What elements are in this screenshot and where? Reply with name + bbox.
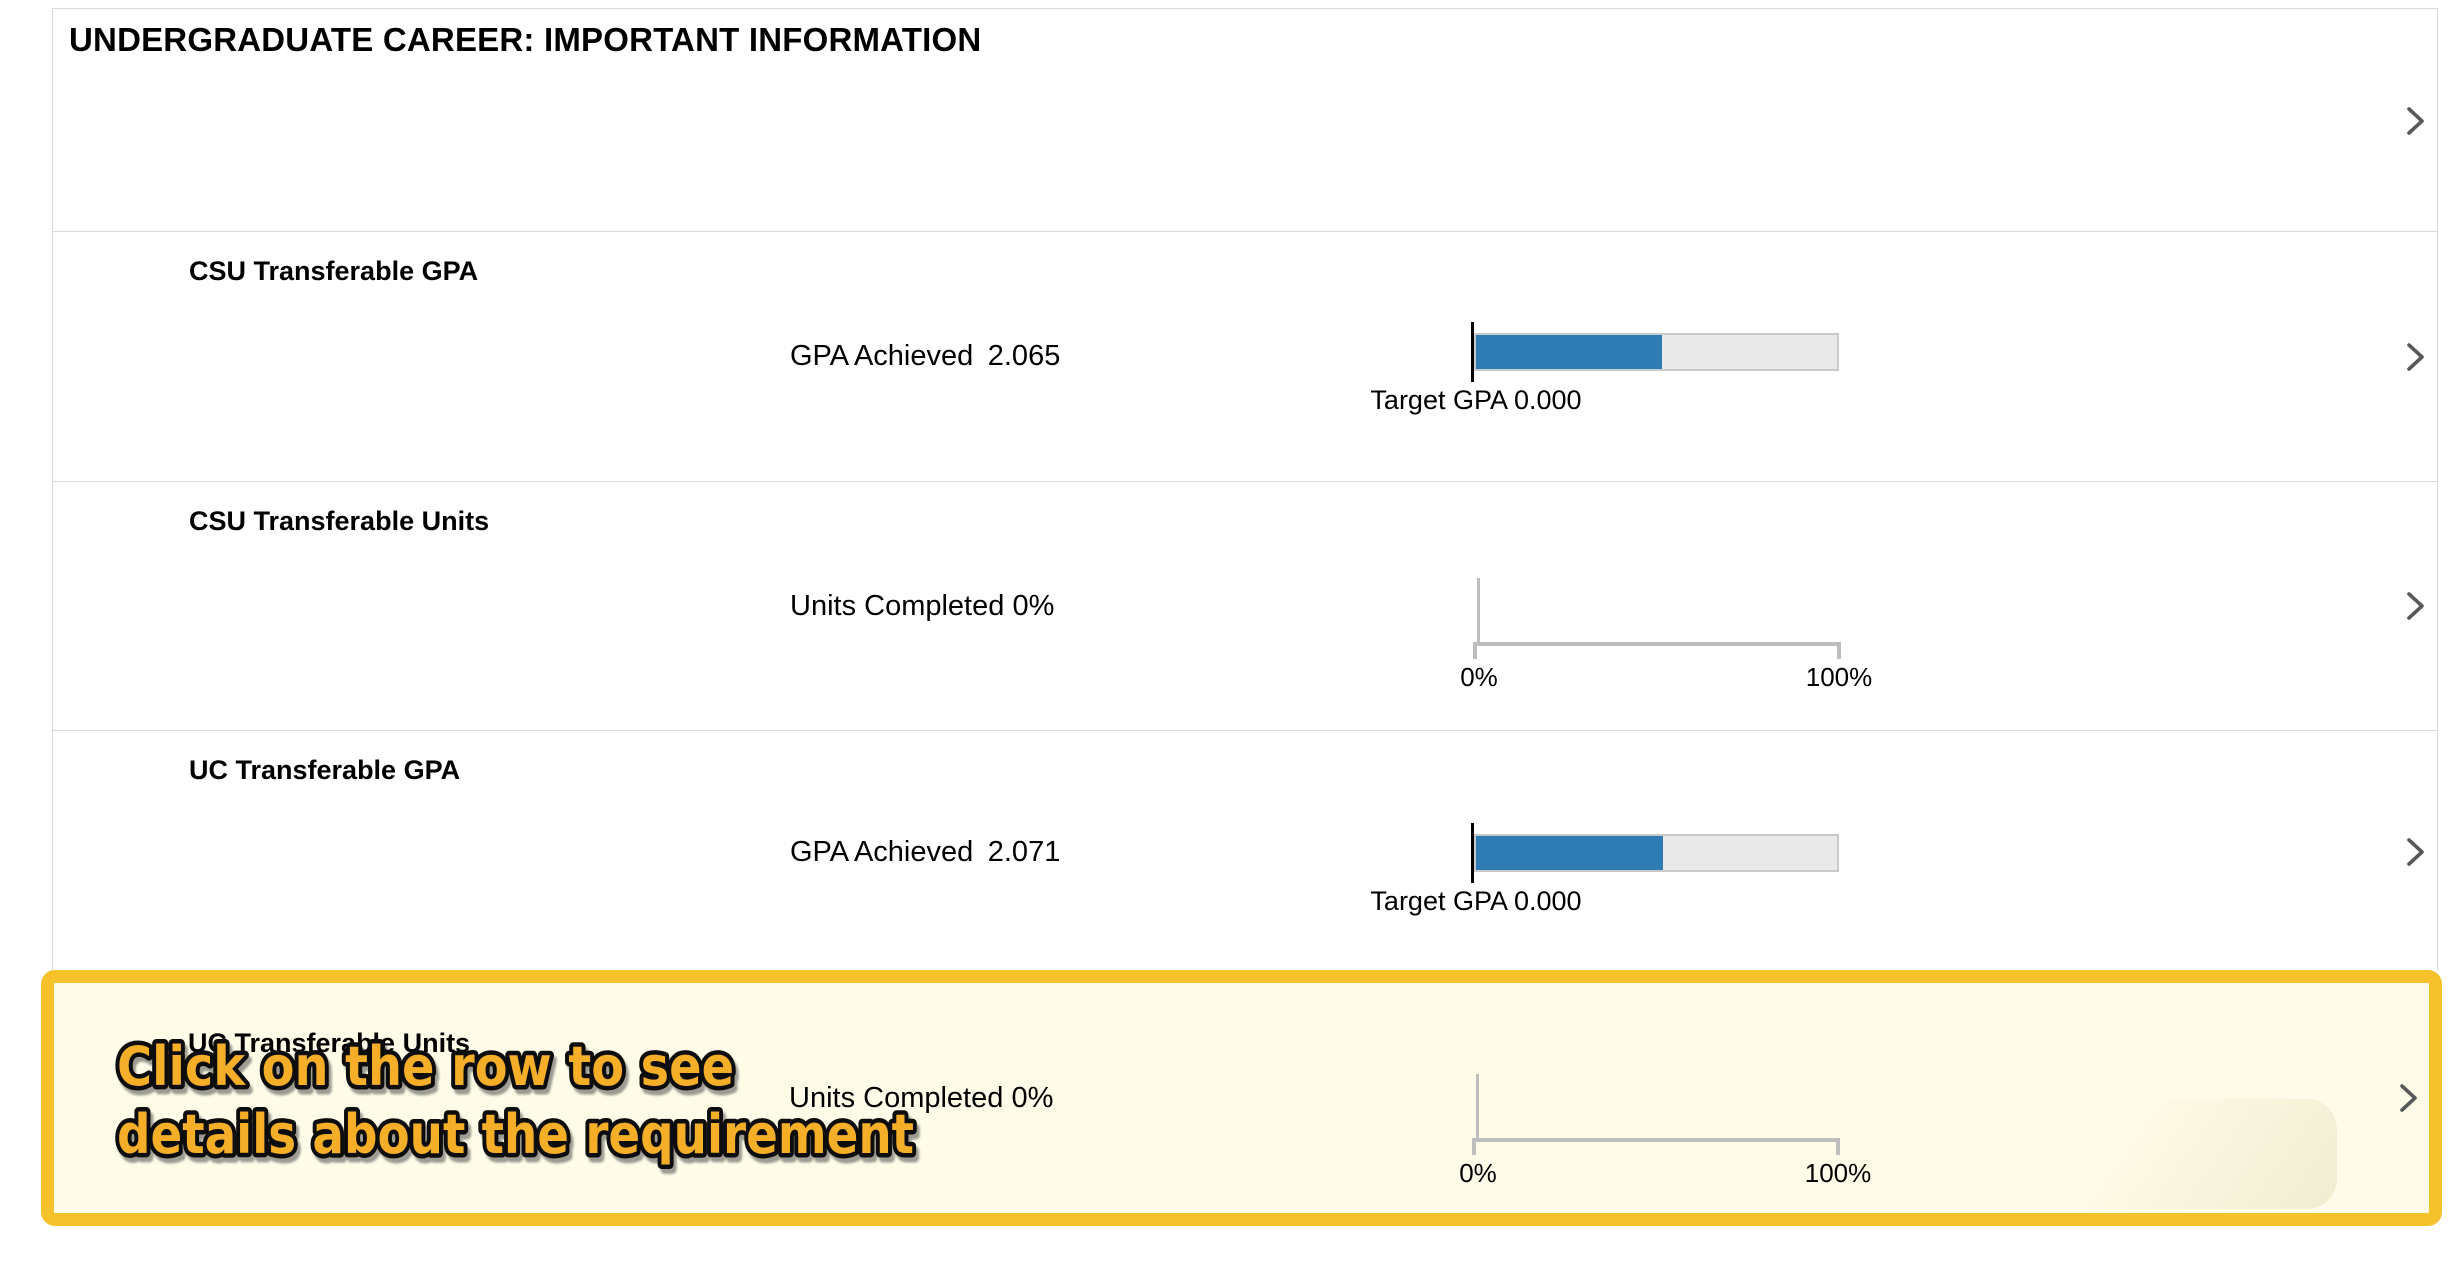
- row-csu-transferable-gpa[interactable]: CSU Transferable GPA GPA Achieved 2.065 …: [53, 231, 2437, 481]
- units-progress-chart: 0% 100%: [1460, 578, 1872, 694]
- corner-highlight-artifact: [1997, 1099, 2337, 1209]
- requirement-title: UC Transferable Units: [188, 1028, 471, 1058]
- gpa-progress-fill: [1476, 335, 1663, 369]
- section-header-row[interactable]: UNDERGRADUATE CAREER: IMPORTANT INFORMAT…: [53, 9, 2437, 231]
- gpa-progress-fill: [1476, 836, 1663, 870]
- chevron-right-icon[interactable]: [2403, 105, 2427, 137]
- metric-value: 2.065: [987, 340, 1061, 372]
- axis-baseline: [1472, 1138, 1840, 1142]
- units-completed-text: Units Completed 0%: [789, 983, 1053, 1213]
- target-gpa-marker: [1471, 322, 1474, 382]
- chevron-right-icon[interactable]: [2396, 1082, 2420, 1114]
- metric-value: 2.071: [987, 835, 1061, 868]
- gpa-progress-chart: Target GPA 0.000: [1370, 823, 1843, 923]
- important-information-panel: UNDERGRADUATE CAREER: IMPORTANT INFORMAT…: [52, 8, 2438, 970]
- section-title: UNDERGRADUATE CAREER: IMPORTANT INFORMAT…: [69, 21, 982, 58]
- chevron-right-icon[interactable]: [2403, 590, 2427, 622]
- axis-label-100: 100%: [1805, 662, 1873, 692]
- requirement-title: CSU Transferable GPA: [189, 256, 479, 286]
- metric-label: GPA Achieved: [790, 835, 974, 868]
- axis-label-100: 100%: [1804, 1158, 1872, 1188]
- annotation-line-2: details about the requirement: [117, 1103, 914, 1166]
- gpa-progress-chart: Target GPA 0.000: [1370, 322, 1843, 422]
- annotation-line-1: Click on the row to see: [117, 1035, 734, 1098]
- units-progress-chart: 0% 100%: [1459, 1074, 1871, 1190]
- row-csu-transferable-units[interactable]: CSU Transferable Units Units Completed 0…: [53, 481, 2437, 730]
- axis-baseline: [1473, 642, 1841, 646]
- row-uc-transferable-units[interactable]: UC Transferable Units Click on the row t…: [41, 970, 2442, 1226]
- row-uc-transferable-gpa[interactable]: UC Transferable GPA GPA Achieved 2.071 T…: [53, 730, 2437, 973]
- axis-zero-marker: [1477, 578, 1480, 642]
- requirement-title: CSU Transferable Units: [189, 506, 490, 536]
- annotation-callout: Click on the row to see details about th…: [113, 1031, 919, 1171]
- axis-tick-right: [1837, 642, 1841, 659]
- axis-tick-left: [1472, 1138, 1476, 1155]
- units-completed-text: Units Completed 0%: [790, 482, 1054, 730]
- gpa-achieved-text: GPA Achieved 2.065: [790, 232, 1060, 481]
- axis-tick-right: [1836, 1138, 1840, 1155]
- metric-label: Units Completed: [790, 589, 1005, 622]
- chevron-right-icon[interactable]: [2403, 341, 2427, 373]
- metric-label: GPA Achieved: [790, 340, 974, 372]
- target-gpa-label: Target GPA 0.000: [1370, 385, 1582, 415]
- metric-value: 0%: [1011, 1081, 1054, 1114]
- gpa-progress-track: [1474, 333, 1839, 371]
- target-gpa-marker: [1471, 823, 1474, 883]
- gpa-achieved-text: GPA Achieved 2.071: [790, 731, 1060, 973]
- metric-label: Units Completed: [789, 1081, 1004, 1114]
- chevron-right-icon[interactable]: [2403, 836, 2427, 868]
- axis-label-0: 0%: [1460, 662, 1498, 692]
- axis-zero-marker: [1476, 1074, 1479, 1138]
- axis-label-0: 0%: [1459, 1158, 1497, 1188]
- target-gpa-label: Target GPA 0.000: [1370, 886, 1582, 916]
- requirement-title: UC Transferable GPA: [189, 755, 461, 785]
- metric-value: 0%: [1012, 589, 1055, 622]
- gpa-progress-track: [1474, 834, 1839, 872]
- axis-tick-left: [1473, 642, 1477, 659]
